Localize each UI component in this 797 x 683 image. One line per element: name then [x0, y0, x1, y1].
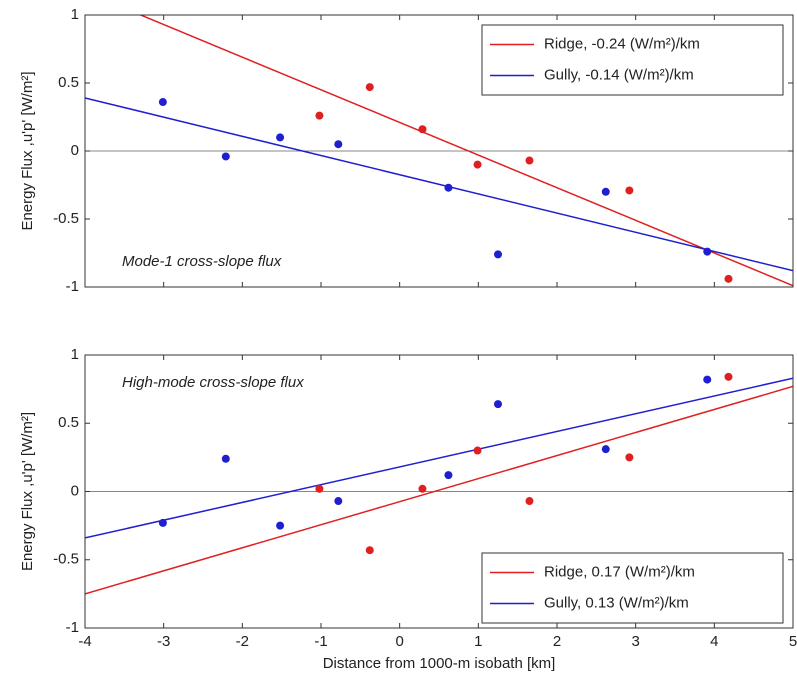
- data-point: [418, 484, 427, 493]
- x-tick-label: -1: [314, 633, 327, 650]
- legend-label: Ridge, -0.24 (W/m²)/km: [544, 35, 700, 52]
- legend-label: Gully, -0.14 (W/m²)/km: [544, 66, 694, 83]
- x-tick-label: -4: [78, 633, 91, 650]
- data-point: [315, 111, 324, 120]
- data-point: [473, 446, 482, 455]
- data-point: [525, 156, 534, 165]
- y-tick-label: 0: [71, 142, 79, 159]
- x-tick-label: 2: [553, 633, 561, 650]
- fit-line: [85, 377, 793, 539]
- fit-line: [138, 15, 793, 287]
- legend-box: [481, 24, 784, 96]
- y-axis-label: Energy Flux ,u'p' [W/m²]: [19, 71, 36, 230]
- annotation: High-mode cross-slope flux: [122, 374, 304, 391]
- y-axis-label: Energy Flux ,u'p' [W/m²]: [19, 412, 36, 571]
- data-point: [625, 453, 634, 462]
- x-tick-label: 5: [789, 633, 797, 650]
- data-point: [365, 546, 374, 555]
- plot-content: [85, 372, 793, 595]
- data-point: [473, 160, 482, 169]
- x-tick-label: -2: [236, 633, 249, 650]
- data-point: [418, 125, 427, 134]
- x-axis-label: Distance from 1000-m isobath [km]: [323, 655, 556, 672]
- data-point: [625, 186, 634, 195]
- data-point: [158, 518, 167, 527]
- fit-line: [85, 97, 793, 272]
- fit-line: [85, 385, 793, 595]
- data-point: [601, 445, 610, 454]
- data-point: [703, 247, 712, 256]
- plot-content: [85, 15, 793, 287]
- data-point: [365, 83, 374, 92]
- data-point: [494, 400, 502, 409]
- y-tick-label: -1: [66, 278, 79, 295]
- y-tick-label: -0.5: [53, 210, 79, 227]
- data-point: [444, 471, 453, 480]
- plot-frame: [84, 14, 794, 288]
- y-tick-label: 0: [71, 482, 79, 499]
- data-point: [601, 187, 610, 196]
- y-tick-label: 0.5: [58, 414, 79, 431]
- plot-frame: [84, 354, 794, 629]
- legend-label: Ridge, 0.17 (W/m²)/km: [544, 563, 695, 580]
- y-tick-label: -1: [66, 619, 79, 636]
- annotation: Mode-1 cross-slope flux: [122, 253, 282, 270]
- data-point: [444, 183, 453, 192]
- data-point: [724, 372, 733, 381]
- y-tick-label: 1: [71, 346, 79, 363]
- data-point: [158, 98, 167, 107]
- x-tick-label: -3: [157, 633, 170, 650]
- data-point: [221, 152, 230, 161]
- data-point: [494, 250, 502, 259]
- data-point: [315, 484, 324, 493]
- data-point: [703, 375, 712, 384]
- data-point: [334, 497, 343, 506]
- x-tick-label: 0: [395, 633, 403, 650]
- data-point: [276, 133, 285, 142]
- x-tick-label: 4: [710, 633, 718, 650]
- data-point: [525, 497, 534, 506]
- data-point: [724, 274, 733, 283]
- legend-box: [481, 552, 784, 624]
- legend-label: Gully, 0.13 (W/m²)/km: [544, 594, 689, 611]
- data-point: [221, 454, 230, 463]
- y-tick-label: 1: [71, 6, 79, 23]
- y-tick-label: 0.5: [58, 74, 79, 91]
- x-tick-label: 3: [631, 633, 639, 650]
- y-tick-label: -0.5: [53, 551, 79, 568]
- data-point: [276, 521, 285, 530]
- x-tick-label: 1: [474, 633, 482, 650]
- data-point: [334, 140, 343, 149]
